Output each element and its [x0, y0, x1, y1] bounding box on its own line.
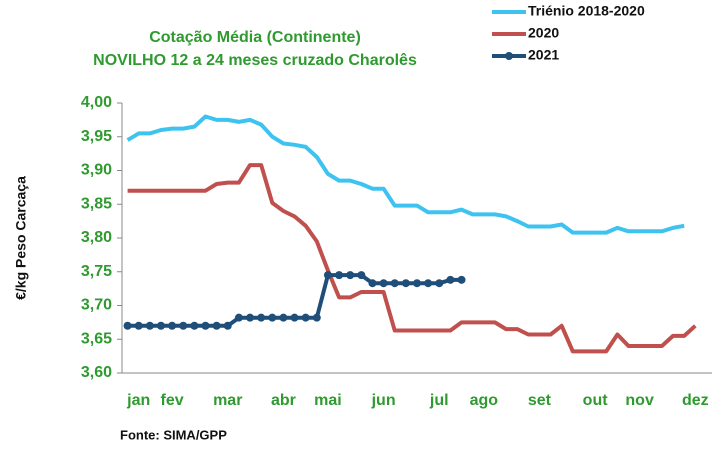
- point: [223, 321, 232, 330]
- legend-label: 2021: [528, 47, 559, 63]
- point: [279, 313, 288, 322]
- point: [335, 271, 344, 280]
- x-tick-label: out: [583, 392, 609, 409]
- x-tick-label: dez: [682, 392, 709, 409]
- x-tick-label: jan: [126, 392, 150, 409]
- point: [134, 321, 143, 330]
- point: [413, 279, 421, 288]
- point: [246, 313, 255, 322]
- x-tick-label: mai: [314, 392, 342, 409]
- series-line: [126, 114, 685, 235]
- y-tick-label: 3,80: [81, 229, 112, 246]
- point: [212, 321, 221, 330]
- point: [234, 313, 243, 322]
- x-tick-label: fev: [161, 392, 184, 409]
- point: [357, 271, 366, 280]
- point: [312, 313, 321, 322]
- point: [435, 279, 444, 288]
- point: [257, 313, 266, 322]
- point: [145, 321, 154, 330]
- point: [346, 271, 355, 280]
- point: [156, 321, 165, 330]
- legend-label: Triénio 2018-2020: [528, 3, 645, 19]
- source: Fonte: SIMA/GPP: [120, 427, 227, 442]
- point: [368, 279, 377, 288]
- point: [457, 275, 466, 284]
- chart-title: Cotação Média (Continente): [149, 29, 361, 46]
- point: [268, 313, 277, 322]
- y-axis-label: €/kg Peso Carcaça: [13, 176, 29, 300]
- y-tick-label: 3,85: [81, 195, 112, 212]
- x-tick-label: abr: [271, 392, 296, 409]
- x-tick-label: set: [528, 392, 552, 409]
- point: [168, 321, 177, 330]
- y-tick-label: 3,90: [81, 162, 112, 179]
- point: [179, 321, 188, 330]
- legend-marker: [505, 52, 513, 60]
- x-tick-label: mar: [213, 392, 242, 409]
- x-tick-label: jul: [429, 392, 449, 409]
- x-tick-label: nov: [625, 392, 654, 409]
- point: [446, 275, 455, 284]
- y-tick-label: 3,95: [81, 128, 112, 145]
- y-tick-label: 3,65: [81, 330, 112, 347]
- point: [301, 313, 310, 322]
- point: [424, 279, 433, 288]
- point: [401, 279, 410, 288]
- y-tick-label: 3,75: [81, 263, 112, 280]
- x-tick-label: ago: [470, 392, 499, 409]
- y-tick-label: 4,00: [81, 94, 112, 111]
- series-line: [127, 163, 697, 354]
- point: [190, 321, 199, 330]
- point: [323, 271, 332, 280]
- legend-label: 2020: [528, 25, 559, 41]
- point: [390, 279, 399, 288]
- point: [290, 313, 299, 322]
- point: [123, 321, 132, 330]
- x-tick-label: jun: [371, 392, 396, 409]
- point: [379, 279, 388, 288]
- y-tick-label: 3,60: [81, 364, 112, 381]
- y-tick-label: 3,70: [81, 297, 112, 314]
- point: [201, 321, 210, 330]
- chart-subtitle: NOVILHO 12 a 24 meses cruzado Charolês: [93, 52, 417, 69]
